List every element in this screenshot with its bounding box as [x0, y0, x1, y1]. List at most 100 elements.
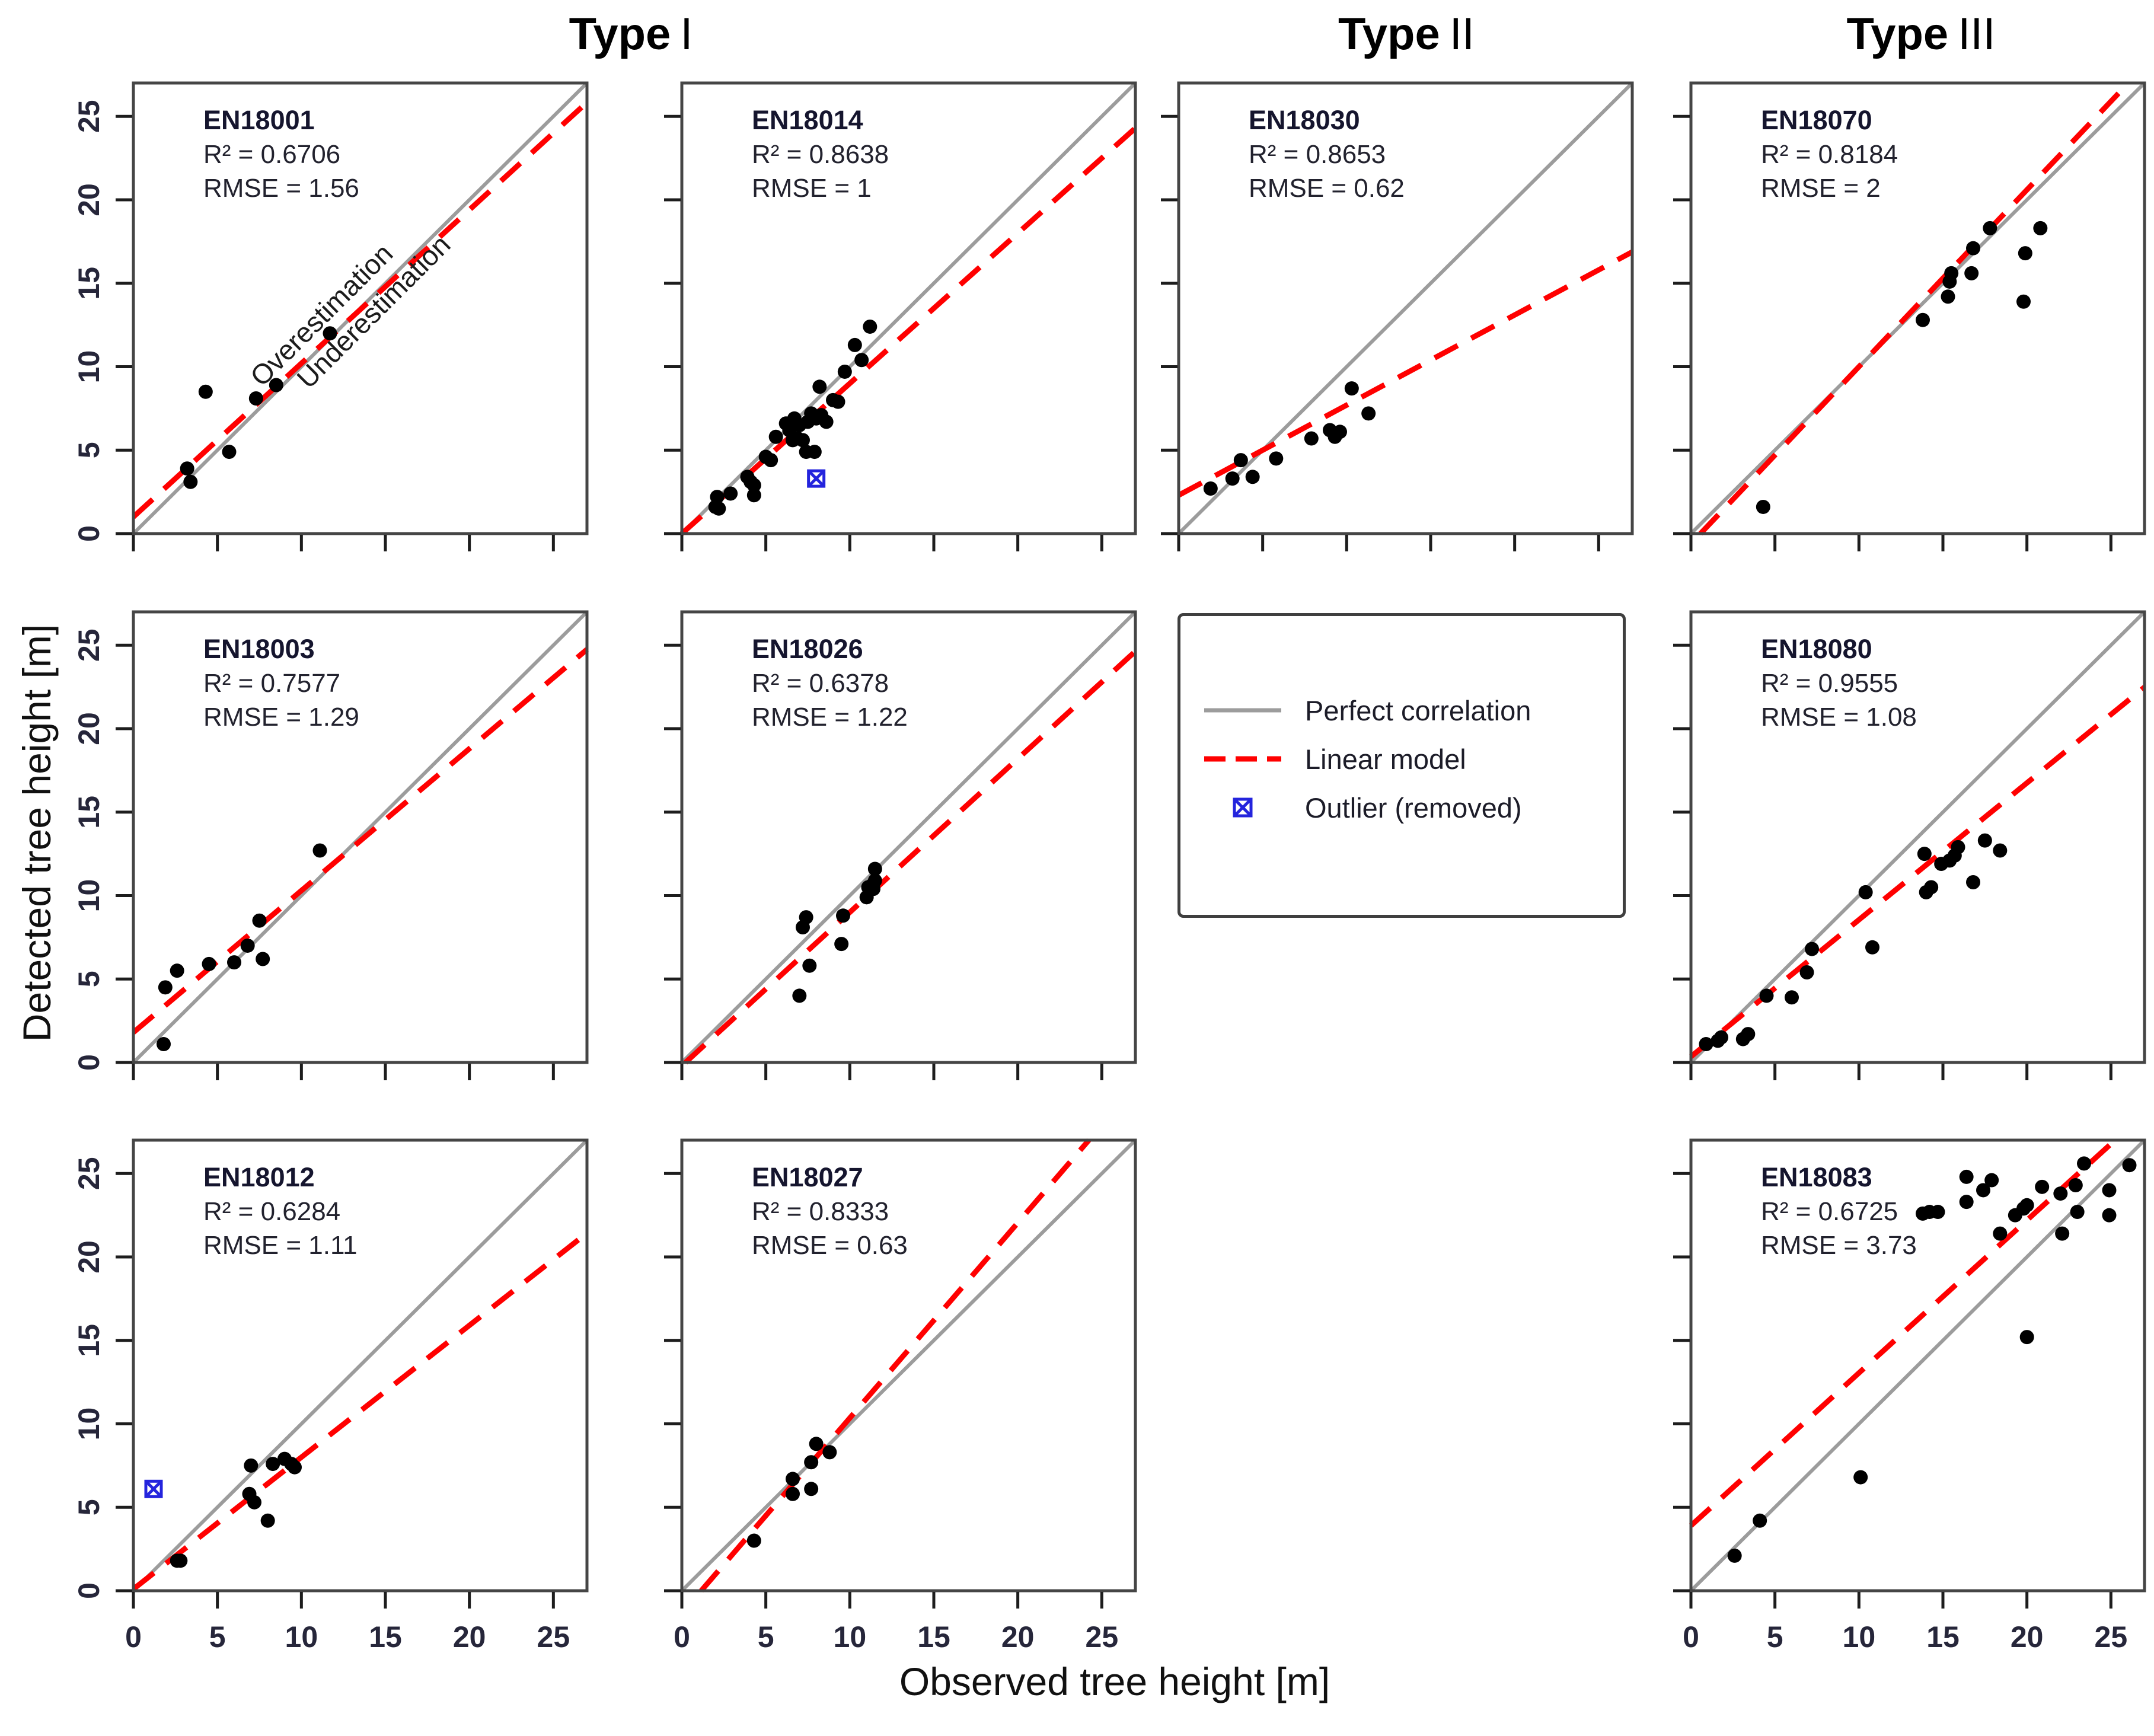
- data-point: [837, 364, 852, 379]
- data-point: [1959, 1169, 1974, 1184]
- data-point: [834, 937, 849, 952]
- data-point: [1993, 843, 2008, 858]
- x-tick-label: 5: [209, 1620, 226, 1654]
- identity-line: [680, 1138, 1137, 1593]
- rmse-label: RMSE = 1.08: [1761, 703, 1917, 732]
- data-point: [796, 433, 810, 448]
- data-point: [854, 353, 869, 368]
- data-point: [1245, 470, 1260, 484]
- panel-EN18003: 0 5 10 15 20 25 EN18003 R² = 0.7577 RMSE = 1.29: [72, 610, 589, 1080]
- data-point: [867, 873, 882, 888]
- y-tick-label: 15: [72, 796, 106, 829]
- r2-label: R² = 0.9555: [1761, 669, 1898, 698]
- data-point: [786, 1472, 800, 1486]
- r2-label: R² = 0.6284: [203, 1197, 340, 1226]
- data-point: [809, 1437, 824, 1451]
- y-axis-title: Detected tree height [m]: [15, 624, 59, 1042]
- r2-label: R² = 0.8333: [752, 1197, 889, 1226]
- data-point: [792, 988, 807, 1003]
- y-tick-label: 25: [72, 100, 106, 133]
- fit-line: [680, 126, 1137, 536]
- x-tick-label: 0: [1683, 1620, 1699, 1654]
- data-point: [2035, 1179, 2050, 1194]
- data-point: [1759, 988, 1774, 1003]
- rmse-label: RMSE = 1.11: [203, 1231, 358, 1260]
- panel-EN18012: 0 0 5 5 10 10 15 15 20 20 25 25 EN18012 R² = 0.6284 RM…: [72, 1138, 589, 1654]
- y-tick-label: 0: [72, 1582, 106, 1599]
- x-tick-label: 10: [834, 1620, 867, 1654]
- data-point: [1964, 266, 1979, 280]
- panel-frame: [680, 81, 1137, 535]
- data-point: [222, 445, 237, 459]
- y-tick-label: 20: [72, 712, 106, 745]
- data-point: [1225, 471, 1240, 486]
- x-tick-label: 0: [674, 1620, 690, 1654]
- x-tick-label: 20: [2011, 1620, 2044, 1654]
- y-tick-label: 0: [72, 525, 106, 542]
- data-point: [710, 490, 725, 505]
- data-point: [1966, 875, 1980, 889]
- data-point: [1959, 1195, 1974, 1210]
- r2-label: R² = 0.8653: [1249, 140, 1386, 169]
- data-point: [1984, 1173, 1999, 1188]
- panel-frame: [1689, 610, 2146, 1064]
- outlier-marker-icon: [1180, 794, 1305, 821]
- data-point: [2019, 1198, 2034, 1212]
- y-tick-label: 15: [72, 267, 106, 300]
- panel-EN18070: EN18070 R² = 0.8184 RMSE = 2: [1673, 81, 2146, 551]
- panel-id-label: EN18001: [203, 105, 315, 135]
- fit-line: [132, 647, 589, 1035]
- data-point: [1865, 940, 1879, 955]
- header-numeral: II: [1449, 9, 1475, 59]
- r2-label: R² = 0.6706: [203, 140, 340, 169]
- x-tick-label: 25: [2095, 1620, 2128, 1654]
- data-point: [1930, 1205, 1945, 1220]
- header-word: Type: [1338, 9, 1440, 59]
- r2-label: R² = 0.7577: [203, 669, 340, 698]
- panel-frame: [132, 81, 589, 535]
- y-tick-label: 5: [72, 971, 106, 987]
- identity-line: [680, 610, 1137, 1064]
- rmse-label: RMSE = 2: [1761, 174, 1881, 203]
- x-tick-label: 10: [285, 1620, 318, 1654]
- x-tick-label: 5: [758, 1620, 774, 1654]
- x-tick-label: 25: [1086, 1620, 1119, 1654]
- solid-line-icon: [1180, 707, 1305, 713]
- panel-id-label: EN18003: [203, 634, 315, 664]
- data-point: [202, 956, 216, 971]
- data-point: [198, 384, 213, 399]
- outlier-point: [144, 1479, 163, 1498]
- data-point: [746, 488, 761, 503]
- y-tick-label: 5: [72, 1499, 106, 1515]
- legend-item-perfect-correlation: Perfect correlation: [1180, 686, 1623, 735]
- identity-line: [1177, 81, 1634, 535]
- y-tick-label: 0: [72, 1054, 106, 1071]
- data-point: [1753, 1513, 1767, 1528]
- header-numeral: I: [680, 9, 693, 59]
- data-point: [2053, 1186, 2068, 1201]
- data-point: [1916, 312, 1930, 327]
- data-point: [1951, 840, 1965, 854]
- panel-EN18083: 0 5 10 15 20 25 EN18083 R² = 0.6725 RMSE = 3.73: [1673, 1138, 2146, 1654]
- data-point: [312, 843, 327, 858]
- rmse-label: RMSE = 0.63: [752, 1231, 908, 1260]
- panel-frame: [1177, 81, 1634, 535]
- fit-line: [1698, 81, 2130, 536]
- identity-line: [132, 1138, 589, 1593]
- r2-label: R² = 0.6378: [752, 669, 889, 698]
- panel-frame: [1689, 81, 2146, 535]
- data-point: [1269, 451, 1284, 466]
- panel-frame: [132, 1138, 589, 1593]
- column-header-type-2: Type II: [1163, 8, 1649, 60]
- y-tick-label: 20: [72, 183, 106, 216]
- data-point: [1976, 1183, 1990, 1198]
- data-point: [1714, 1030, 1728, 1045]
- panel-id-label: EN18014: [752, 105, 863, 135]
- data-point: [2102, 1183, 2117, 1198]
- panel-frame: [680, 1138, 1137, 1593]
- column-header-type-3: Type III: [1678, 8, 2154, 60]
- legend-label: Outlier (removed): [1305, 792, 1522, 824]
- outlier-point: [807, 469, 826, 488]
- panel-frame: [132, 610, 589, 1064]
